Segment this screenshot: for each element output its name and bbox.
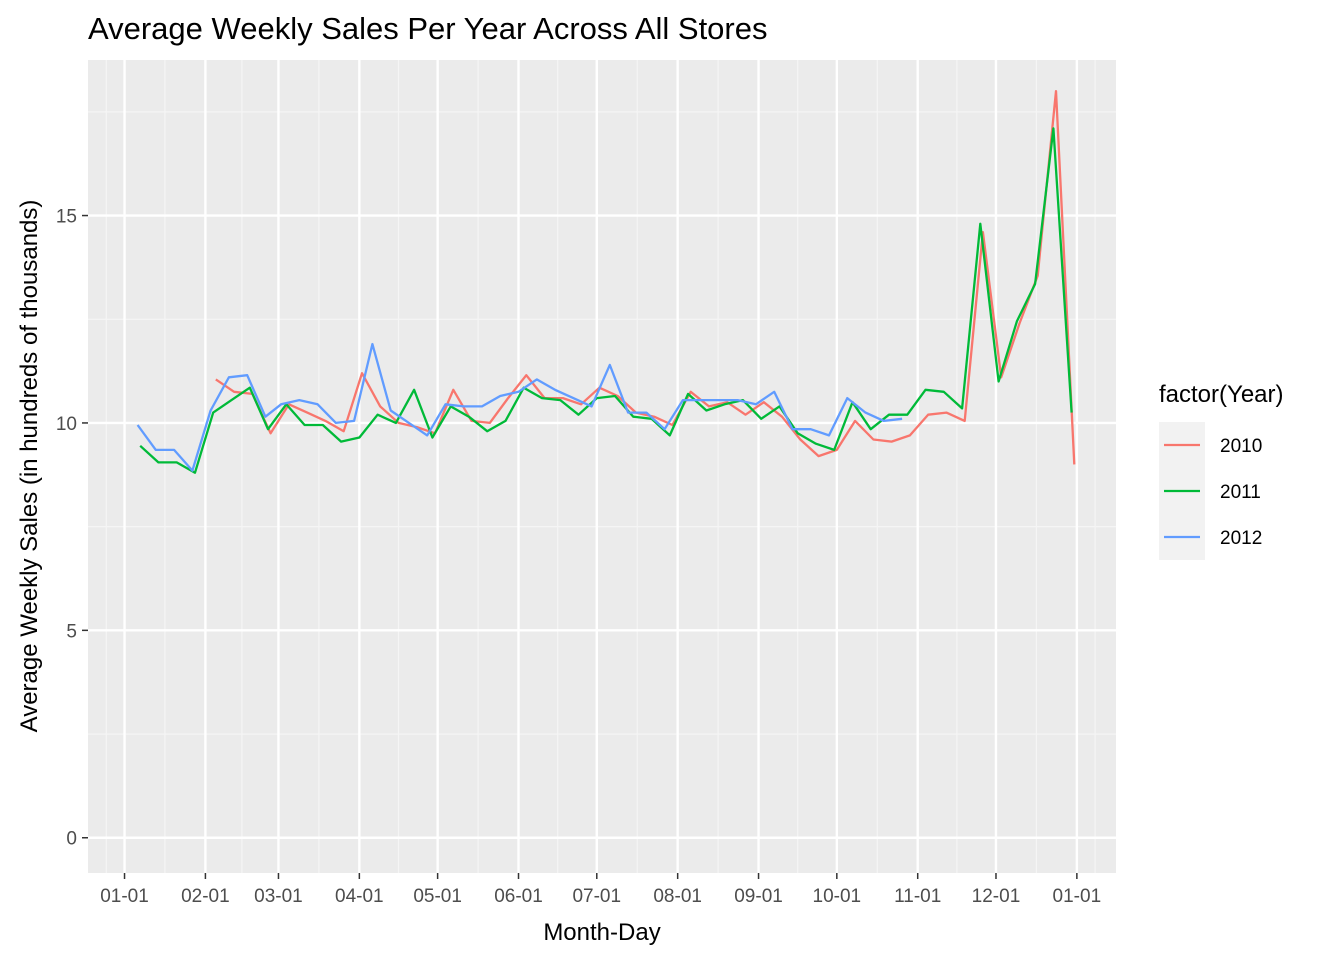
x-tick-label: 01-01 bbox=[100, 886, 149, 907]
legend-label-2011: 2011 bbox=[1220, 482, 1261, 503]
x-tick-label: 03-01 bbox=[254, 886, 303, 907]
x-tick-label: 05-01 bbox=[413, 886, 462, 907]
legend-label-2012: 2012 bbox=[1220, 528, 1262, 549]
y-tick-label: 0 bbox=[66, 829, 77, 850]
plot-panel bbox=[88, 60, 1116, 873]
legend: factor(Year) 2010 2011 2012 bbox=[1159, 381, 1284, 560]
series-lines bbox=[136, 89, 1076, 474]
y-axis: 0 5 10 15 bbox=[56, 207, 88, 850]
major-grid bbox=[88, 60, 1116, 873]
y-tick-label: 10 bbox=[56, 414, 77, 435]
x-tick-label: 08-01 bbox=[653, 886, 702, 907]
x-tick-label: 02-01 bbox=[181, 886, 230, 907]
legend-title: factor(Year) bbox=[1159, 381, 1284, 408]
x-tick-label: 12-01 bbox=[972, 886, 1021, 907]
x-axis-title: Month-Day bbox=[543, 919, 660, 946]
x-tick-label: 06-01 bbox=[494, 886, 543, 907]
x-tick-label: 09-01 bbox=[734, 886, 783, 907]
y-tick-label: 15 bbox=[56, 207, 77, 228]
x-axis: 01-01 02-01 03-01 04-01 05-01 06-01 07-01 08-01… bbox=[100, 873, 1101, 907]
series-line-2011 bbox=[139, 127, 1073, 474]
y-axis-title: Average Weekly Sales (in hundreds of tho… bbox=[16, 200, 43, 733]
x-tick-label: 07-01 bbox=[572, 886, 621, 907]
series-line-2012 bbox=[136, 342, 903, 472]
x-tick-label: 04-01 bbox=[335, 886, 384, 907]
series-line-2010 bbox=[215, 89, 1076, 465]
y-tick-label: 5 bbox=[66, 621, 77, 642]
x-tick-label: 11-01 bbox=[894, 886, 941, 907]
x-tick-label: 01-01 bbox=[1053, 886, 1102, 907]
minor-grid bbox=[88, 60, 1116, 873]
x-tick-label: 10-01 bbox=[813, 886, 862, 907]
chart-title: Average Weekly Sales Per Year Across All… bbox=[88, 11, 768, 46]
legend-label-2010: 2010 bbox=[1220, 436, 1262, 457]
